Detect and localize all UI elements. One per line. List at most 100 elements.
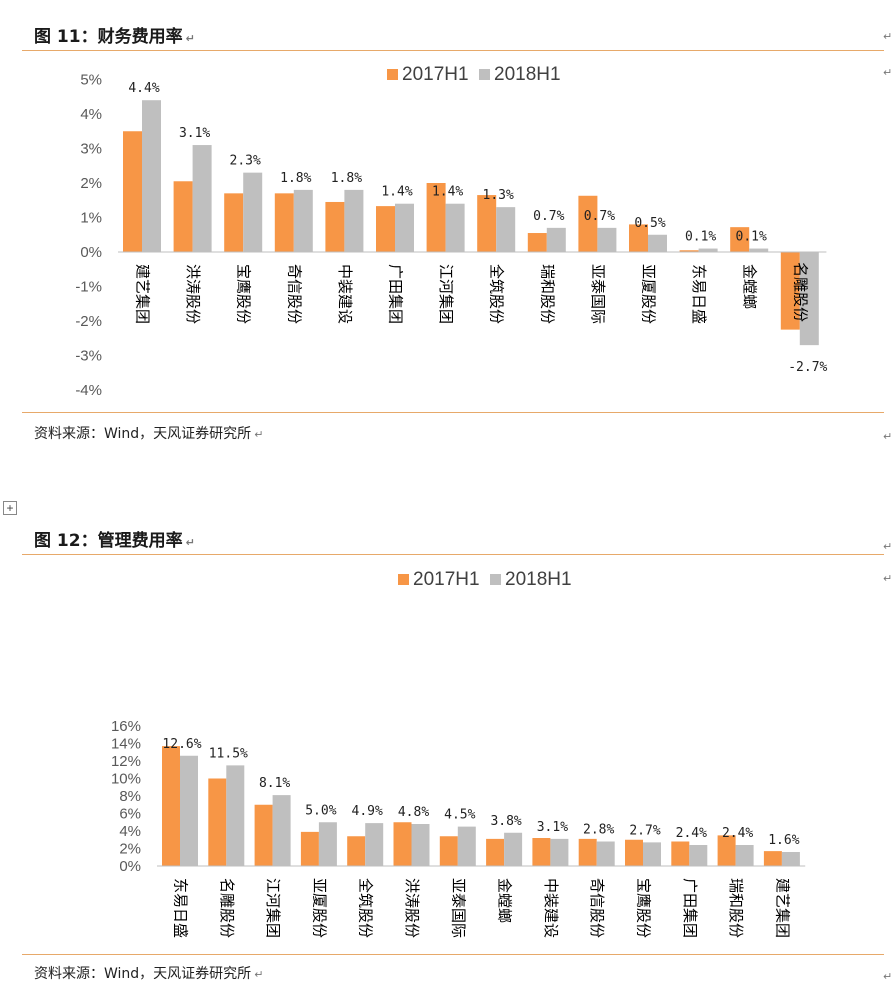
legend-swatch-2018h1 — [479, 69, 490, 80]
data-label: 12.6% — [162, 737, 201, 752]
data-label: 2.8% — [583, 823, 614, 838]
bar-2018h1 — [142, 100, 161, 252]
data-label: -2.7% — [788, 360, 827, 375]
bar-2017h1 — [527, 233, 547, 252]
bar-2018h1 — [318, 822, 337, 866]
category-label: 瑞和股份 — [538, 264, 556, 324]
bar-2018h1 — [243, 172, 263, 252]
bar-2018h1 — [344, 189, 364, 252]
category-label: 广田集团 — [387, 264, 405, 324]
figure-11-title: 图 11：财务费用率 ↵ — [34, 22, 195, 47]
y-tick-label: 8% — [119, 788, 141, 805]
bar-2017h1 — [224, 193, 244, 252]
bar-2018h1 — [180, 755, 198, 866]
data-label: 0.1% — [736, 230, 767, 245]
chart-financial-expense-ratio: 5% 4% 3% 2% 1% 0% -1% -2% -3% -4% 4.4% 3.1% 2.3% 1.8%… — [75, 64, 827, 399]
category-label: 奇信股份 — [588, 878, 606, 938]
category-label: 亚厦股份 — [310, 878, 328, 938]
category-label: 名雕股份 — [791, 262, 809, 322]
data-label: 5.0% — [305, 803, 336, 818]
chart-management-expense-ratio: 16%14%12%10%8%6%4%2%0% 12.6% 11.5% 8.1% 5.0%… — [111, 569, 806, 938]
bar-2017h1 — [625, 839, 643, 866]
y-tick-label: 3% — [80, 141, 102, 158]
bar-2017h1 — [629, 224, 648, 252]
figure-12-title-text: 图 12：管理费用率 — [34, 531, 183, 551]
bar-2018h1 — [643, 842, 661, 866]
bar-2017h1 — [325, 201, 345, 252]
bar-2018h1 — [799, 252, 819, 346]
figure-11-source-text: 资料来源：Wind，天风证券研究所 — [34, 426, 252, 442]
legend-label-2018h1: 2018H1 — [494, 64, 561, 85]
bar-2018h1 — [395, 203, 414, 252]
legend-label-2017h1: 2017H1 — [413, 569, 480, 590]
legend-label-2018h1: 2018H1 — [505, 569, 572, 590]
y-tick-label: 0% — [80, 244, 102, 261]
y-tick-label: 12% — [111, 753, 141, 770]
bar-2018h1 — [550, 838, 569, 866]
bar-2017h1 — [780, 252, 800, 330]
paragraph-mark-icon: ↵ — [254, 968, 264, 981]
category-label: 东易日盛 — [172, 878, 190, 938]
bar-2018h1 — [689, 845, 708, 866]
bar-2018h1 — [365, 823, 384, 866]
data-label: 1.6% — [768, 833, 799, 848]
category-label: 洪涛股份 — [184, 264, 202, 324]
cell-end-mark-icon: ↵ — [883, 573, 892, 585]
bar-2018h1 — [226, 765, 245, 866]
bar-2017h1 — [274, 193, 294, 252]
data-label: 4.5% — [444, 808, 475, 823]
y-tick-label: 2% — [119, 841, 141, 858]
legend-swatch-2017h1 — [398, 574, 409, 585]
data-label: 0.5% — [634, 216, 665, 231]
data-label: 2.4% — [676, 826, 707, 841]
category-label: 名雕股份 — [218, 878, 236, 938]
bar-2017h1 — [376, 206, 395, 252]
bar-2017h1 — [763, 851, 782, 866]
bar-2017h1 — [578, 195, 598, 252]
data-label: 2.7% — [629, 823, 660, 838]
y-tick-label: -4% — [75, 382, 102, 399]
bar-2018h1 — [411, 824, 430, 866]
bar-2017h1 — [347, 836, 366, 866]
paragraph-mark-icon: ↵ — [185, 32, 195, 45]
figure-11-source: 资料来源：Wind，天风证券研究所 ↵ — [34, 423, 263, 443]
bar-2018h1 — [749, 248, 769, 252]
figure-12-top-rule — [22, 554, 884, 555]
figure-11-title-text: 图 11：财务费用率 — [34, 27, 183, 47]
cell-end-mark-icon: ↵ — [883, 971, 892, 983]
y-tick-label: 2% — [80, 175, 102, 192]
y-tick-label: 6% — [119, 806, 141, 823]
category-label: 洪涛股份 — [403, 878, 421, 938]
bar-2018h1 — [735, 845, 754, 866]
category-label: 亚厦股份 — [640, 264, 658, 324]
category-label: 全筑股份 — [357, 878, 375, 938]
data-label: 2.3% — [230, 154, 261, 169]
bar-2017h1 — [532, 838, 551, 866]
figure-12-title: 图 12：管理费用率 ↵ — [34, 526, 195, 551]
bar-2018h1 — [496, 207, 516, 252]
y-tick-label: -1% — [75, 279, 102, 296]
bar-2017h1 — [208, 778, 227, 866]
data-label: 1.4% — [381, 185, 412, 200]
y-tick-label: 14% — [111, 736, 141, 753]
bar-2017h1 — [439, 836, 458, 866]
category-label: 亚泰国际 — [449, 878, 467, 938]
table-move-handle-icon[interactable]: + — [3, 501, 17, 515]
category-label: 中装建设 — [542, 878, 560, 938]
y-tick-label: 0% — [119, 858, 141, 875]
y-tick-label: 1% — [80, 210, 102, 227]
cell-end-mark-icon: ↵ — [883, 431, 892, 443]
figure-11-top-rule — [22, 50, 884, 51]
figure-12-bottom-rule — [22, 954, 884, 955]
bar-2017h1 — [300, 831, 319, 866]
bar-2017h1 — [393, 822, 412, 866]
bar-2018h1 — [293, 189, 313, 252]
cell-end-mark-icon: ↵ — [883, 67, 892, 79]
category-label: 江河集团 — [264, 878, 282, 938]
category-label: 广田集团 — [681, 878, 699, 938]
category-label: 金螳螂 — [496, 878, 514, 923]
data-label: 0.7% — [584, 209, 615, 224]
bar-2017h1 — [123, 131, 142, 252]
category-label: 亚泰国际 — [589, 264, 607, 324]
legend-label-2017h1: 2017H1 — [402, 64, 469, 85]
